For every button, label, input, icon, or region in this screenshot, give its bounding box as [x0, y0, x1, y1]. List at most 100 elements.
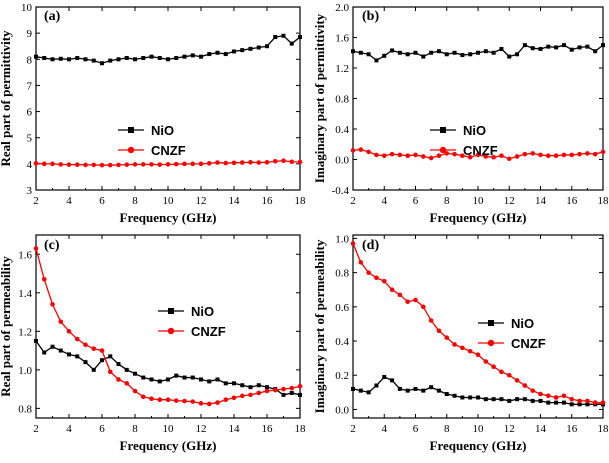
data-point-nio [58, 56, 63, 61]
data-point-cnzf [483, 359, 489, 364]
x-tick-label: 18 [295, 195, 307, 207]
y-tick-label: 0.0 [335, 404, 349, 416]
x-tick-label: 16 [566, 423, 578, 435]
data-point-cnzf [475, 352, 481, 358]
y-axis-title: Real part of permittivity [0, 30, 13, 167]
data-point-cnzf [530, 151, 535, 156]
data-point-nio [166, 57, 170, 62]
data-point-nio [515, 397, 520, 402]
data-point-cnzf [467, 154, 473, 160]
data-point-nio [366, 390, 371, 395]
data-point-nio [91, 367, 96, 372]
data-point-nio [436, 388, 441, 393]
data-point-nio [460, 395, 465, 400]
data-point-cnzf [452, 151, 457, 157]
data-point-nio [174, 373, 179, 378]
data-point-nio [133, 371, 137, 376]
legend-label: CNZF [151, 143, 186, 158]
x-tick-label: 2 [350, 423, 356, 435]
data-point-nio [256, 383, 261, 388]
data-point-nio [67, 352, 71, 357]
x-tick-label: 12 [504, 195, 515, 207]
data-point-cnzf [256, 160, 262, 165]
data-point-nio [182, 54, 187, 59]
data-point-cnzf [124, 162, 130, 167]
data-point-cnzf [600, 149, 606, 155]
data-point-cnzf [592, 151, 598, 157]
data-point-nio [468, 52, 473, 57]
x-tick-label: 12 [504, 423, 515, 435]
data-point-nio [421, 388, 426, 393]
y-tick-label: 1.6 [18, 249, 32, 261]
data-point-nio [476, 50, 480, 55]
data-point-cnzf [124, 381, 130, 386]
data-point-nio [232, 381, 236, 386]
x-tick-label: 6 [413, 195, 419, 207]
data-point-nio [182, 375, 187, 380]
data-point-nio [240, 383, 245, 388]
data-point-cnzf [190, 161, 196, 167]
data-point-nio [483, 397, 488, 402]
data-point-cnzf [381, 278, 387, 284]
x-tick-label: 12 [196, 423, 207, 435]
data-point-cnzf [374, 152, 379, 158]
data-point-cnzf [350, 148, 356, 153]
data-point-cnzf [577, 398, 582, 404]
data-point-cnzf [444, 151, 450, 156]
data-point-nio [444, 392, 449, 397]
data-point-nio [298, 35, 302, 40]
data-point-nio [223, 381, 228, 386]
x-tick-label: 18 [598, 423, 609, 435]
y-axis-title: Real part of permeability [0, 256, 13, 397]
x-tick-label: 10 [163, 423, 175, 435]
data-point-nio [452, 50, 457, 55]
data-point-nio [429, 385, 434, 390]
panel-label: (c) [44, 238, 60, 253]
data-point-nio [289, 390, 294, 395]
y-tick-label: 5 [27, 133, 33, 145]
data-point-cnzf [132, 162, 138, 167]
data-point-cnzf [350, 241, 356, 246]
y-tick-label: 0.4 [335, 124, 349, 136]
data-point-cnzf [215, 400, 220, 405]
data-point-nio [390, 48, 395, 53]
data-point-nio [83, 57, 88, 62]
data-point-nio [42, 55, 47, 60]
x-axis-title: Frequency (GHz) [430, 438, 527, 453]
data-point-nio [199, 377, 203, 382]
data-point-cnzf [405, 153, 410, 158]
panel-label: (b) [362, 9, 379, 24]
data-point-cnzf [569, 396, 575, 402]
data-point-nio [421, 54, 426, 59]
x-tick-label: 4 [382, 423, 388, 435]
x-tick-label: 8 [444, 423, 450, 435]
y-tick-label: 1.6 [335, 33, 349, 45]
data-point-cnzf [182, 398, 187, 404]
data-point-cnzf [83, 162, 88, 168]
data-point-nio [382, 53, 387, 58]
data-point-nio [538, 398, 543, 403]
data-point-cnzf [140, 394, 146, 400]
data-point-cnzf [467, 348, 473, 354]
data-point-cnzf [444, 335, 450, 340]
data-point-nio [116, 362, 121, 367]
data-point-cnzf [58, 319, 64, 324]
y-tick-label: -0.4 [332, 185, 350, 197]
x-tick-label: 4 [66, 423, 72, 435]
data-point-nio [515, 52, 520, 57]
data-point-nio [476, 395, 480, 400]
data-point-cnzf [264, 388, 270, 394]
data-point-nio [166, 377, 170, 382]
x-tick-label: 4 [382, 195, 388, 207]
data-point-cnzf [157, 162, 163, 167]
data-point-nio [538, 46, 543, 51]
data-point-cnzf [173, 161, 179, 167]
data-point-nio [207, 379, 212, 384]
data-point-cnzf [198, 161, 204, 167]
data-point-cnzf [116, 377, 121, 382]
x-tick-label: 10 [163, 195, 175, 207]
legend-label: CNZF [511, 336, 546, 351]
data-point-nio [265, 385, 269, 390]
